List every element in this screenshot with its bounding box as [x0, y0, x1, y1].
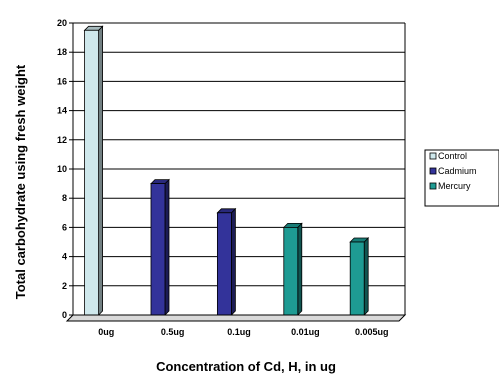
y-tick-label: 18 [57, 47, 67, 57]
legend-frame [424, 149, 499, 207]
y-tick-label: 10 [57, 164, 67, 174]
x-tick-labels: 0ug 0.5ug 0.1ug 0.01ug 0.005ug [98, 327, 388, 337]
bar [150, 183, 166, 316]
legend-swatch [429, 167, 437, 175]
bar [84, 29, 99, 316]
x-tick-label: 0.1ug [227, 327, 251, 337]
x-tick-label: 0.5ug [161, 327, 185, 337]
legend-label: Mercury [438, 181, 471, 191]
bar [216, 212, 232, 316]
y-tick-labels: 0 2 4 6 8 10 12 14 16 18 20 [57, 18, 67, 320]
x-axis-label: Concentration of Cd, H, in ug [156, 359, 336, 374]
x-tick-label: 0.01ug [291, 327, 320, 337]
bar [349, 241, 365, 316]
legend: Control Cadmium Mercury [424, 149, 499, 207]
bars [83, 25, 370, 316]
legend-label: Cadmium [438, 166, 477, 176]
bar-side [164, 178, 170, 316]
bar-side [363, 237, 369, 316]
bar-side [98, 25, 103, 316]
bar [283, 226, 299, 316]
legend-swatch [429, 182, 437, 190]
x-tick-label: 0ug [98, 327, 114, 337]
y-tick-label: 12 [57, 135, 67, 145]
bar-side [297, 222, 303, 316]
legend-label: Control [438, 151, 467, 161]
y-tick-label: 4 [62, 252, 67, 262]
y-tick-label: 16 [57, 76, 67, 86]
x-tick-label: 0.005ug [355, 327, 389, 337]
y-tick-label: 6 [62, 222, 67, 232]
bar-side [230, 207, 236, 316]
y-tick-label: 2 [62, 281, 67, 291]
y-tick-label: 0 [62, 310, 67, 320]
y-axis-label: Total carbohydrate using fresh weight [13, 64, 28, 299]
plot-floor [65, 314, 407, 322]
gridlines [69, 22, 405, 316]
y-tick-label: 8 [62, 193, 67, 203]
y-tick-label: 14 [57, 106, 67, 116]
y-tick-label: 20 [57, 18, 67, 28]
legend-swatch [429, 152, 437, 160]
axes [65, 23, 407, 322]
